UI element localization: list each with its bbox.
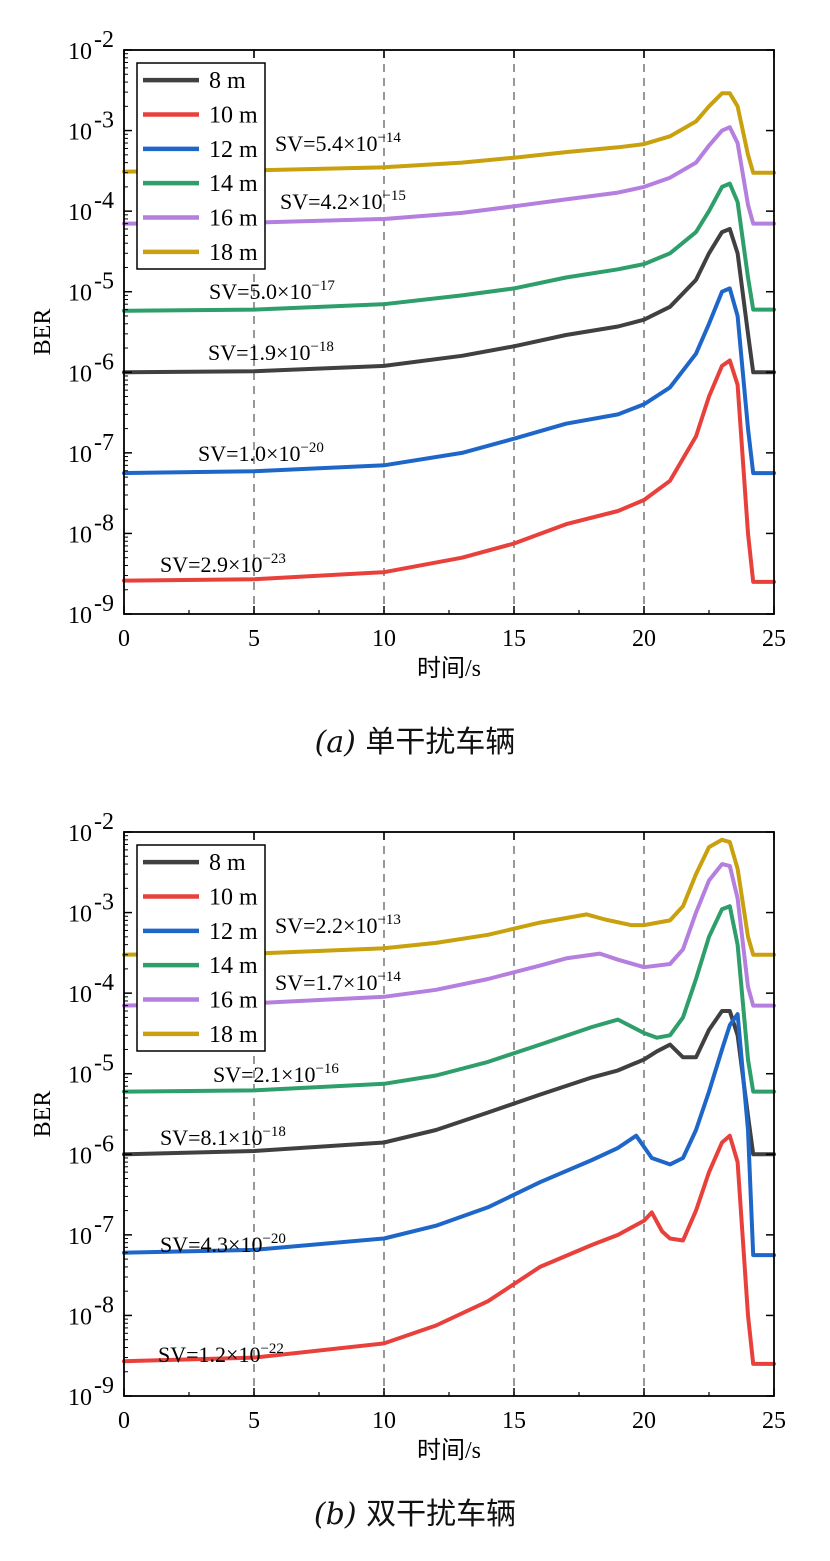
y-tick-label: 10 [68,522,92,548]
chart-panel-b: 0 5 10 15 20 25 10 -2 10 -3 10 -4 10 -5 10 -6 10 -7 10 -8 10… [0,780,830,1561]
sv-annotation: SV=8.1×10−18 [160,1124,286,1150]
series-line-16m [122,862,776,1008]
y-tick-label: 10 [68,1304,92,1330]
y-tick-exponent: -6 [94,349,114,375]
y-tick-label: 10 [68,1063,92,1089]
y-tick-label: 10 [68,120,92,146]
legend-label: 18 m [209,240,258,266]
legend-label: 16 m [209,206,258,232]
y-tick-exponent: -5 [94,1051,114,1077]
sv-annotation: SV=2.9×10−23 [160,551,286,577]
series-line-10m [122,358,776,584]
legend-label: 10 m [209,103,258,129]
legend-label: 14 m [209,953,258,979]
sv-annotation: SV=1.2×10−22 [158,1341,284,1367]
y-tick-label: 10 [68,603,92,629]
y-tick-label: 10 [68,1385,92,1411]
x-tick-label: 5 [248,626,260,652]
series-line-12m [122,1012,776,1258]
x-tick-label: 0 [118,1408,130,1434]
sv-annotation: SV=1.9×10−18 [208,339,334,365]
series-line-14m [122,181,776,313]
figure-caption: (a) 单干扰车辆 [315,725,516,760]
y-tick-exponent: -8 [94,510,114,536]
x-tick-label: 25 [762,1408,786,1434]
x-axis-label: 时间/s [417,1437,481,1464]
series-line-16m [122,125,776,226]
legend-label: 14 m [209,171,258,197]
legend-label: 10 m [209,885,258,911]
y-tick-exponent: -8 [94,1292,114,1318]
y-tick-exponent: -9 [94,1373,114,1399]
sv-annotation: SV=4.2×10−15 [280,188,406,214]
y-tick-exponent: -7 [94,430,114,456]
ber-chart-double-interferer: 0 5 10 15 20 2510-210-310-410-510-610-710-810… [30,809,786,1532]
y-tick-exponent: -6 [94,1131,114,1157]
legend-label: 12 m [209,919,258,945]
sv-annotation: SV=5.4×10−14 [275,130,401,156]
x-tick-label: 20 [632,1408,656,1434]
y-tick-label: 10 [68,39,92,65]
ber-chart-single-interferer: 0 5 10 15 20 2510-210-310-410-510-610-710-810… [30,27,786,760]
series-line-8m [122,227,776,375]
legend-label: 8 m [209,850,246,876]
x-tick-label: 15 [502,626,526,652]
y-tick-exponent: -3 [94,108,114,134]
y-tick-exponent: -2 [94,27,114,53]
x-tick-label: 0 [118,626,130,652]
y-tick-exponent: -3 [94,890,114,916]
x-tick-label: 10 [372,626,396,652]
y-tick-label: 10 [68,982,92,1008]
series-line-18m [122,91,776,175]
y-tick-label: 10 [68,200,92,226]
legend-label: 8 m [209,68,246,94]
legend-label: 18 m [209,1022,258,1048]
chart-panel-a: 0 5 10 15 20 25 10 -2 10 -3 10 -4 10 -5 10 -6 10 -7 10 -8 10… [0,0,830,780]
legend-box [136,62,266,270]
sv-annotation: SV=1.0×10−20 [198,440,324,466]
series-line-12m [122,286,776,476]
legend: 8 m 10 m 12 m 14 m 16 m 18 m [136,62,266,270]
x-tick-label: 25 [762,626,786,652]
sv-annotation: SV=2.1×10−16 [213,1061,339,1087]
legend-label: 16 m [209,988,258,1014]
y-tick-exponent: -4 [94,970,114,996]
y-tick-exponent: -9 [94,591,114,617]
series-line-14m [122,904,776,1094]
sv-annotation: SV=5.0×10−17 [209,278,335,304]
y-tick-label: 10 [68,1224,92,1250]
y-tick-label: 10 [68,902,92,928]
legend-box [136,844,266,1052]
x-tick-label: 15 [502,1408,526,1434]
y-tick-label: 10 [68,821,92,847]
y-axis-label: BER [30,309,56,356]
y-tick-exponent: -4 [94,188,114,214]
x-axis-label: 时间/s [417,655,481,682]
x-tick-label: 5 [248,1408,260,1434]
y-axis-label: BER [30,1091,56,1138]
legend-label: 12 m [209,137,258,163]
legend: 8 m 10 m 12 m 14 m 16 m 18 m [136,844,266,1052]
y-tick-exponent: -5 [94,269,114,295]
y-tick-label: 10 [68,281,92,307]
y-tick-label: 10 [68,361,92,387]
x-tick-label: 10 [372,1408,396,1434]
y-tick-label: 10 [68,442,92,468]
series-line-8m [122,1009,776,1157]
y-tick-label: 10 [68,1143,92,1169]
y-tick-exponent: -2 [94,809,114,835]
y-tick-exponent: -7 [94,1212,114,1238]
sv-annotation: SV=2.2×10−13 [275,912,401,938]
figure-caption: (b) 双干扰车辆 [314,1497,516,1532]
series-line-18m [122,837,776,957]
x-tick-label: 20 [632,626,656,652]
sv-annotation: SV=1.7×10−14 [275,969,401,995]
series-line-10m [122,1133,776,1366]
sv-annotation: SV=4.3×10−20 [160,1231,286,1257]
